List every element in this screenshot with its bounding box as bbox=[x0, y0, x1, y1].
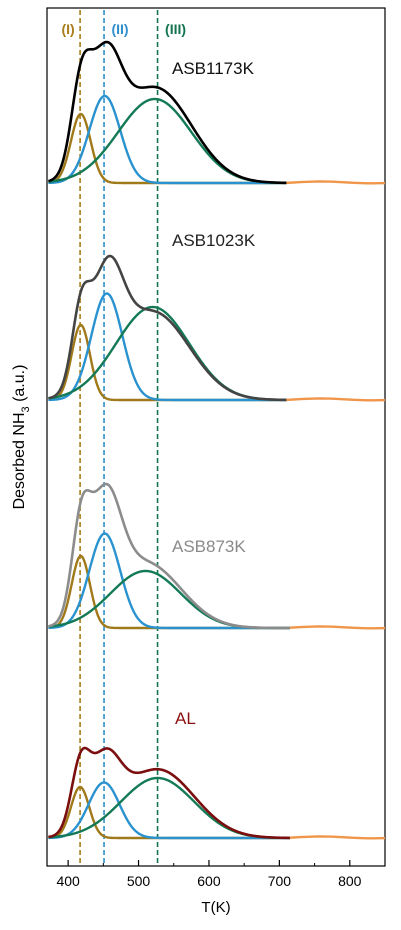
component-peak-iii bbox=[48, 776, 290, 840]
plot-frame bbox=[46, 7, 386, 867]
component-peak-ii bbox=[48, 781, 290, 840]
panel-asb1173k: ASB1173K bbox=[48, 40, 386, 185]
x-tick-label: 700 bbox=[268, 873, 292, 889]
reference-line-label-1: (I) bbox=[61, 21, 74, 37]
panel-asb873k: ASB873K bbox=[48, 482, 386, 630]
component-peak-ii bbox=[48, 532, 290, 630]
panel-label: ASB873K bbox=[172, 537, 246, 556]
component-peak-ii bbox=[48, 292, 287, 402]
high-temperature-tail bbox=[286, 180, 386, 185]
reference-line-label-3: (III) bbox=[165, 21, 186, 37]
component-peak-iii bbox=[48, 305, 287, 402]
high-temperature-tail bbox=[289, 835, 386, 840]
high-temperature-tail bbox=[286, 397, 386, 402]
panel-asb1023k: ASB1023K bbox=[48, 231, 386, 402]
component-peak-iii bbox=[48, 97, 287, 185]
panel-label: ASB1023K bbox=[172, 231, 256, 250]
panel-label: ASB1173K bbox=[172, 59, 255, 78]
x-tick-label: 800 bbox=[338, 873, 362, 889]
total-desorption-curve bbox=[48, 482, 290, 630]
component-peak-iii bbox=[48, 569, 290, 630]
high-temperature-tail bbox=[289, 625, 386, 630]
x-axis-label: T(K) bbox=[201, 899, 230, 916]
total-desorption-curve bbox=[48, 40, 287, 185]
panel-al: AL bbox=[48, 709, 386, 840]
total-desorption-curve bbox=[48, 254, 287, 402]
component-peak-i bbox=[48, 554, 290, 630]
panel-label: AL bbox=[175, 709, 196, 728]
y-axis-label: Desorbed NH3 (a.u.) bbox=[11, 365, 32, 510]
x-tick-label: 500 bbox=[127, 873, 151, 889]
x-tick-label: 600 bbox=[197, 873, 221, 889]
x-tick-label: 400 bbox=[56, 873, 80, 889]
reference-line-label-2: (II) bbox=[111, 21, 128, 37]
total-desorption-curve bbox=[48, 746, 290, 840]
component-peak-ii bbox=[48, 94, 287, 185]
